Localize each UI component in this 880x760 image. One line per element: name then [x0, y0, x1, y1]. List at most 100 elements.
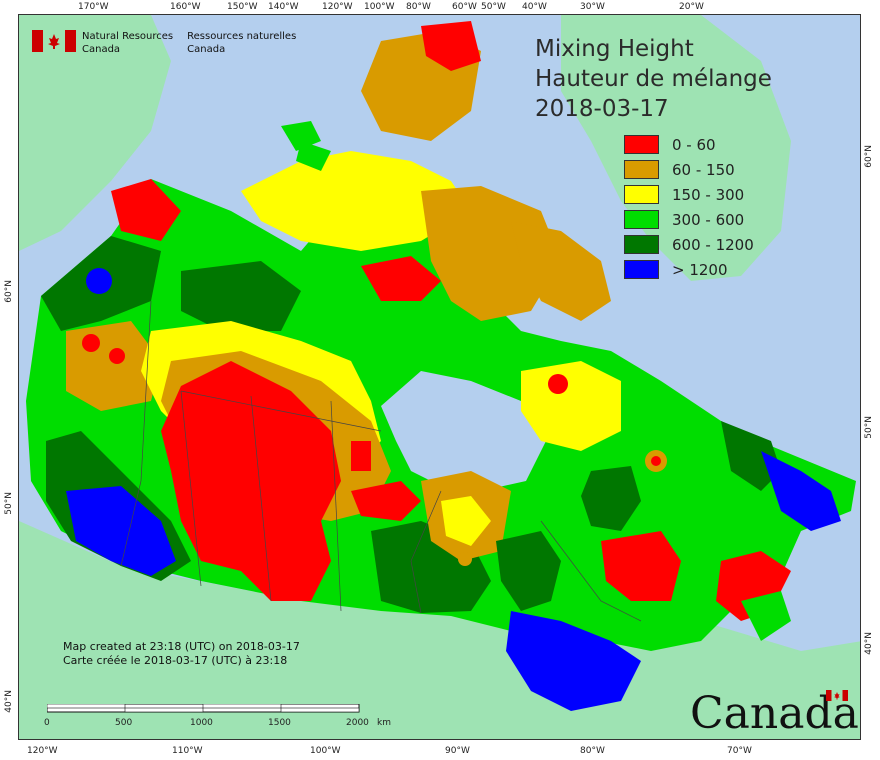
scale-label-1000: 1000 [190, 718, 213, 728]
nova-scotia-green [741, 591, 791, 641]
hudson-bay [381, 371, 546, 491]
tick-top-50w: 50°W [481, 2, 506, 12]
legend-row: > 1200 [624, 257, 754, 282]
credit-english: Map created at 23:18 (UTC) on 2018-03-17 [63, 640, 300, 653]
ontario-orange-spot [458, 552, 472, 566]
ontario-red-spot [351, 481, 421, 521]
tick-bottom-90w: 90°W [445, 746, 470, 756]
legend-swatch [624, 235, 659, 254]
bc-red-spot-b [109, 348, 125, 364]
tick-top-30w: 30°W [580, 2, 605, 12]
tick-left-40n: 40°N [4, 690, 14, 713]
legend-swatch [624, 185, 659, 204]
tick-top-40w: 40°W [522, 2, 547, 12]
scale-label-500: 500 [115, 718, 133, 728]
nrcan-french: Ressources naturelles Canada [187, 30, 296, 56]
legend-row: 300 - 600 [624, 207, 754, 232]
scale-label-0: 0 [44, 718, 50, 728]
legend-row: 60 - 150 [624, 157, 754, 182]
map-credit: Map created at 23:18 (UTC) on 2018-03-17… [63, 640, 300, 668]
legend-swatch [624, 260, 659, 279]
tick-bottom-110w: 110°W [172, 746, 203, 756]
baffin-island [421, 186, 561, 321]
legend: 0 - 60 60 - 150 150 - 300 300 - 600 600 - 12… [624, 132, 754, 282]
scale-bar-graphic [46, 703, 360, 713]
tick-bottom-80w: 80°W [580, 746, 605, 756]
tick-top-150w: 150°W [227, 2, 258, 12]
wordmark-flag-icon [826, 690, 848, 701]
arctic-islands-west [241, 151, 471, 251]
legend-swatch [624, 135, 659, 154]
tick-right-40n: 40°N [864, 632, 874, 655]
nrcan-signature: Natural Resources Canada Ressources natu… [32, 30, 310, 56]
scale-label-1500: 1500 [268, 718, 291, 728]
scale-unit: km [377, 718, 391, 728]
tick-left-50n: 50°N [4, 492, 14, 515]
scale-bar: 0 500 1000 1500 2000 km [44, 703, 407, 734]
quebec-north-yellow [521, 361, 621, 451]
legend-label: 150 - 300 [672, 185, 745, 204]
ontario-yellow [441, 496, 491, 546]
title-french: Hauteur de mélange [535, 66, 772, 92]
northwest-land [19, 15, 171, 251]
tick-top-160w: 160°W [170, 2, 201, 12]
tick-top-170w: 170°W [78, 2, 109, 12]
ellesmere-north [421, 21, 481, 71]
legend-swatch [624, 160, 659, 179]
yukon-blue-spot [86, 268, 112, 294]
arctic-islet-b [296, 141, 331, 171]
tick-top-20w: 20°W [679, 2, 704, 12]
nwt-dark-green [181, 261, 301, 331]
legend-row: 600 - 1200 [624, 232, 754, 257]
province-boundaries [120, 300, 642, 622]
tick-left-60n: 60°N [4, 280, 14, 303]
bc-red-spot-a [82, 334, 100, 352]
nrcan-en-line2: Canada [82, 44, 121, 55]
legend-label: 60 - 150 [672, 160, 735, 179]
scale-label-2000: 2000 [346, 718, 369, 728]
tick-bottom-70w: 70°W [727, 746, 752, 756]
great-lakes-blue [506, 611, 641, 711]
tick-top-120w: 120°W [322, 2, 353, 12]
legend-label: 600 - 1200 [672, 235, 754, 254]
tick-top-100w: 100°W [364, 2, 395, 12]
baffin-south [511, 221, 611, 321]
prairies-red [161, 361, 341, 601]
newfoundland-blue [761, 451, 841, 531]
tick-top-140w: 140°W [268, 2, 299, 12]
nrcan-english: Natural Resources Canada [82, 30, 173, 56]
title-english: Mixing Height [535, 36, 694, 62]
credit-french: Carte créée le 2018-03-17 (UTC) à 23:18 [63, 654, 288, 667]
tick-top-80w: 80°W [406, 2, 431, 12]
tick-bottom-100w: 100°W [310, 746, 341, 756]
quebec-red-spot [548, 374, 568, 394]
tick-bottom-120w: 120°W [27, 746, 58, 756]
legend-swatch [624, 210, 659, 229]
title-date: 2018-03-17 [535, 96, 669, 122]
yukon-north-red [111, 179, 181, 241]
arctic-islet-a [281, 121, 321, 151]
legend-row: 0 - 60 [624, 132, 754, 157]
nrcan-fr-line2: Canada [187, 44, 226, 55]
quebec-dark-green [581, 466, 641, 531]
tick-top-60w: 60°W [452, 2, 477, 12]
nrcan-en-line1: Natural Resources [82, 31, 174, 42]
usa-land [19, 521, 860, 739]
greenland-land [561, 15, 791, 281]
map-title: Mixing Height Hauteur de mélange 2018-03… [535, 34, 772, 124]
map-canvas [18, 14, 861, 740]
bc-coast-blue [66, 486, 176, 576]
quebec-south-red [601, 531, 681, 601]
legend-row: 150 - 300 [624, 182, 754, 207]
manitoba-red-spot [351, 441, 371, 471]
legend-label: > 1200 [672, 260, 728, 279]
tick-right-60n: 60°N [864, 145, 874, 168]
legend-label: 0 - 60 [672, 135, 716, 154]
canada-flag-icon [32, 30, 76, 52]
arctic-red-patch [361, 256, 441, 301]
mixing-height-map [19, 15, 860, 739]
legend-label: 300 - 600 [672, 210, 745, 229]
nrcan-fr-line1: Ressources naturelles [187, 31, 297, 42]
tick-right-50n: 50°N [864, 416, 874, 439]
